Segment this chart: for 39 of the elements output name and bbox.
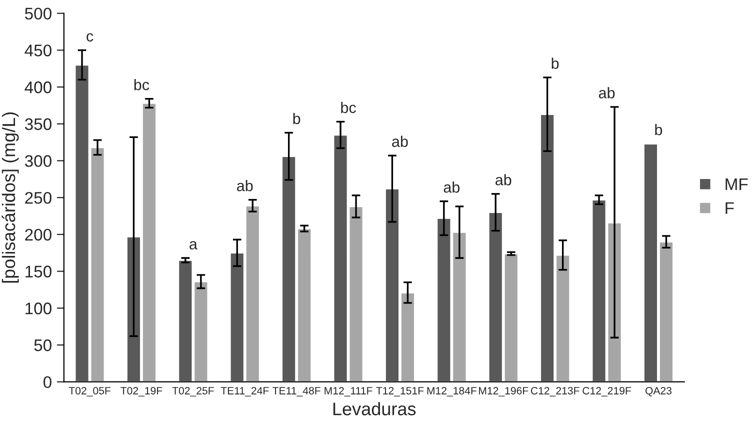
x-tick-label: C12_219F [582,386,631,396]
annotation: bc [134,79,150,90]
annotation: b [293,112,300,124]
annotation: a [190,241,198,250]
annotation: c [86,33,94,42]
y-tick-label: 200 [25,228,52,241]
x-tick-label: M12_111F [324,386,372,396]
x-tick-label: QA23 [645,386,672,396]
annotation: b [552,58,559,69]
x-tick-label: T02_19F [120,386,162,396]
x-tick-label: TE11_48F [272,386,320,396]
y-tick-label: 400 [24,81,52,94]
y-tick-label: 50 [34,339,52,352]
y-tick-label: 300 [24,155,52,167]
y-tick-label: 150 [26,266,52,278]
annotation: bc [341,102,356,114]
y-tick-label: 100 [26,302,52,314]
y-tick-label: 0 [43,376,52,388]
y-tick-label: 250 [25,192,52,204]
x-tick-label: C12_213F [530,386,580,396]
annotation: b [655,124,662,136]
x-tick-label: T02_05F [68,386,110,396]
x-tick-label: M12_196F [479,386,528,396]
annotation: ab [496,174,512,186]
x-axis-title: Levaduras [333,402,416,416]
x-tick-label: T02_25F [172,386,214,396]
annotation: ab [392,136,408,147]
x-tick-label: TE11_24F [220,386,269,396]
y-tick-label: 350 [24,118,52,130]
annotation: ab [444,181,460,193]
x-tick-label: T12_151F [376,386,424,396]
y-axis-title: [polisacáridos] (mg/L) [2,112,19,283]
y-tick-label: 500 [24,8,52,20]
y-tick-label: 450 [24,44,52,56]
legend-label: F [726,202,734,214]
annotation: ab [237,180,253,192]
legend-label: MF [726,178,748,190]
x-tick-label: M12_184F [427,386,476,396]
annotation: ab [598,87,615,98]
